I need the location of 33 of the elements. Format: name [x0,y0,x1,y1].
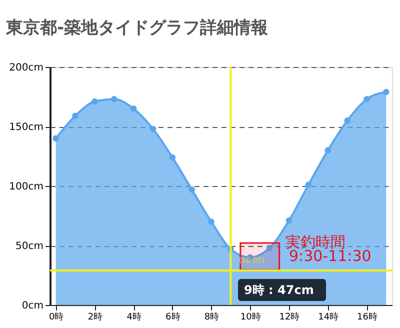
point [188,186,196,193]
point [150,126,156,132]
point [169,154,176,161]
band-label: 実釣時間 [285,233,346,251]
y-tick-label: 50cm [16,241,44,252]
point [110,96,118,102]
x-tick-label: 0時 [48,312,64,322]
y-tick-label: 100cm [9,182,44,192]
point [92,98,98,105]
x-tick-label: 8時 [204,312,220,322]
x-tick-label: 10時 [240,312,261,322]
x-tick-label: 2時 [88,312,103,322]
point [52,135,59,142]
point [344,117,350,124]
point [305,182,312,188]
point [286,217,292,224]
x-tick-label: 4時 [126,312,142,322]
x-tick-label: 6時 [166,312,180,322]
x-tick-label: 16時 [357,312,378,322]
chart-title: 東京都-築地タイドグラフ詳細情報 [5,18,270,38]
point [324,147,332,154]
point [130,105,137,112]
x-tick-label: 14時 [318,312,339,322]
x-tick-label: 12時 [279,312,300,322]
point [72,112,78,119]
y-tick-label: 150cm [9,122,44,133]
y-tick-label: 200cm [9,62,44,74]
y-tick-label: 0cm [22,300,44,312]
point [364,96,370,102]
point [266,244,273,252]
annotation: 9時 : 47cm [244,283,314,297]
point [208,218,214,225]
point [383,88,390,96]
